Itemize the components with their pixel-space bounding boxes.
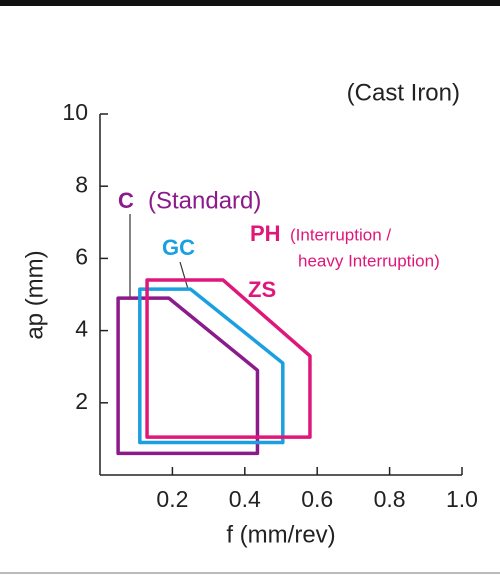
series-label: C	[118, 188, 134, 213]
annotation: (Standard)	[148, 187, 261, 214]
x-tick-label: 0.2	[156, 486, 188, 512]
region	[145, 278, 312, 439]
y-tick-label: 6	[75, 243, 88, 269]
x-tick-label: 0.8	[374, 486, 406, 512]
region	[116, 296, 260, 456]
annotation: heavy Interruption)	[298, 251, 440, 270]
x-tick-label: 0.4	[229, 486, 261, 512]
chart-subtitle: (Cast Iron)	[347, 79, 460, 106]
annotation: PH	[250, 221, 281, 246]
y-tick-label: 10	[62, 99, 88, 125]
y-tick-label: 2	[75, 388, 88, 414]
x-tick-label: 1.0	[446, 486, 478, 512]
region	[138, 287, 285, 445]
top-bar	[0, 0, 500, 6]
annotation: (Interruption /	[290, 225, 391, 244]
y-tick-label: 4	[75, 316, 88, 342]
series-label: ZS	[248, 277, 276, 302]
y-axis-label: ap (mm)	[21, 250, 48, 339]
y-tick-label: 8	[75, 171, 88, 197]
x-tick-label: 0.6	[301, 486, 333, 512]
series-label: GC	[162, 235, 195, 260]
x-axis-label: f (mm/rev)	[226, 521, 335, 548]
leader-line	[179, 261, 189, 290]
